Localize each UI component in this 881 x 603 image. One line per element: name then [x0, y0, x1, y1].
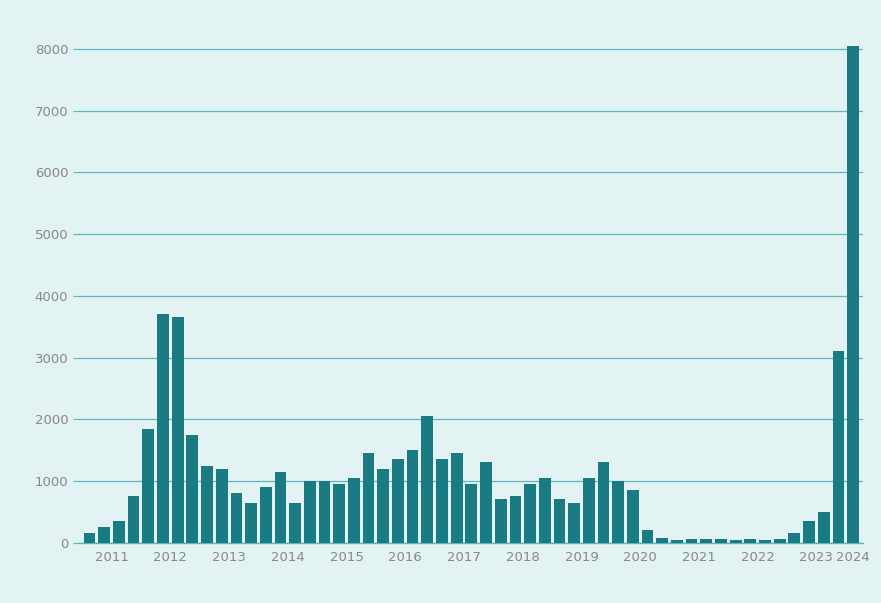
Bar: [289, 502, 301, 543]
Bar: [201, 466, 213, 543]
Bar: [833, 352, 844, 543]
Bar: [377, 469, 389, 543]
Bar: [597, 463, 610, 543]
Bar: [407, 450, 418, 543]
Bar: [451, 453, 463, 543]
Bar: [319, 481, 330, 543]
Bar: [465, 484, 478, 543]
Bar: [759, 540, 771, 543]
Bar: [495, 499, 507, 543]
Bar: [553, 499, 566, 543]
Bar: [260, 487, 271, 543]
Bar: [509, 496, 522, 543]
Bar: [641, 531, 654, 543]
Bar: [627, 490, 639, 543]
Bar: [568, 502, 580, 543]
Bar: [612, 481, 624, 543]
Bar: [363, 453, 374, 543]
Bar: [392, 459, 403, 543]
Bar: [84, 534, 95, 543]
Bar: [436, 459, 448, 543]
Bar: [539, 478, 551, 543]
Bar: [172, 317, 183, 543]
Bar: [304, 481, 315, 543]
Bar: [818, 512, 830, 543]
Bar: [656, 538, 668, 543]
Bar: [275, 472, 286, 543]
Bar: [700, 539, 712, 543]
Bar: [744, 539, 756, 543]
Bar: [480, 463, 492, 543]
Bar: [524, 484, 536, 543]
Bar: [157, 314, 169, 543]
Bar: [99, 527, 110, 543]
Bar: [128, 496, 139, 543]
Bar: [348, 478, 359, 543]
Bar: [187, 435, 198, 543]
Bar: [671, 540, 683, 543]
Bar: [788, 534, 800, 543]
Bar: [245, 502, 257, 543]
Bar: [685, 539, 698, 543]
Bar: [216, 469, 227, 543]
Bar: [333, 484, 345, 543]
Bar: [774, 539, 786, 543]
Bar: [231, 493, 242, 543]
Bar: [848, 46, 859, 543]
Bar: [113, 521, 125, 543]
Bar: [803, 521, 815, 543]
Bar: [715, 539, 727, 543]
Bar: [143, 429, 154, 543]
Bar: [583, 478, 595, 543]
Bar: [729, 540, 742, 543]
Bar: [421, 416, 433, 543]
